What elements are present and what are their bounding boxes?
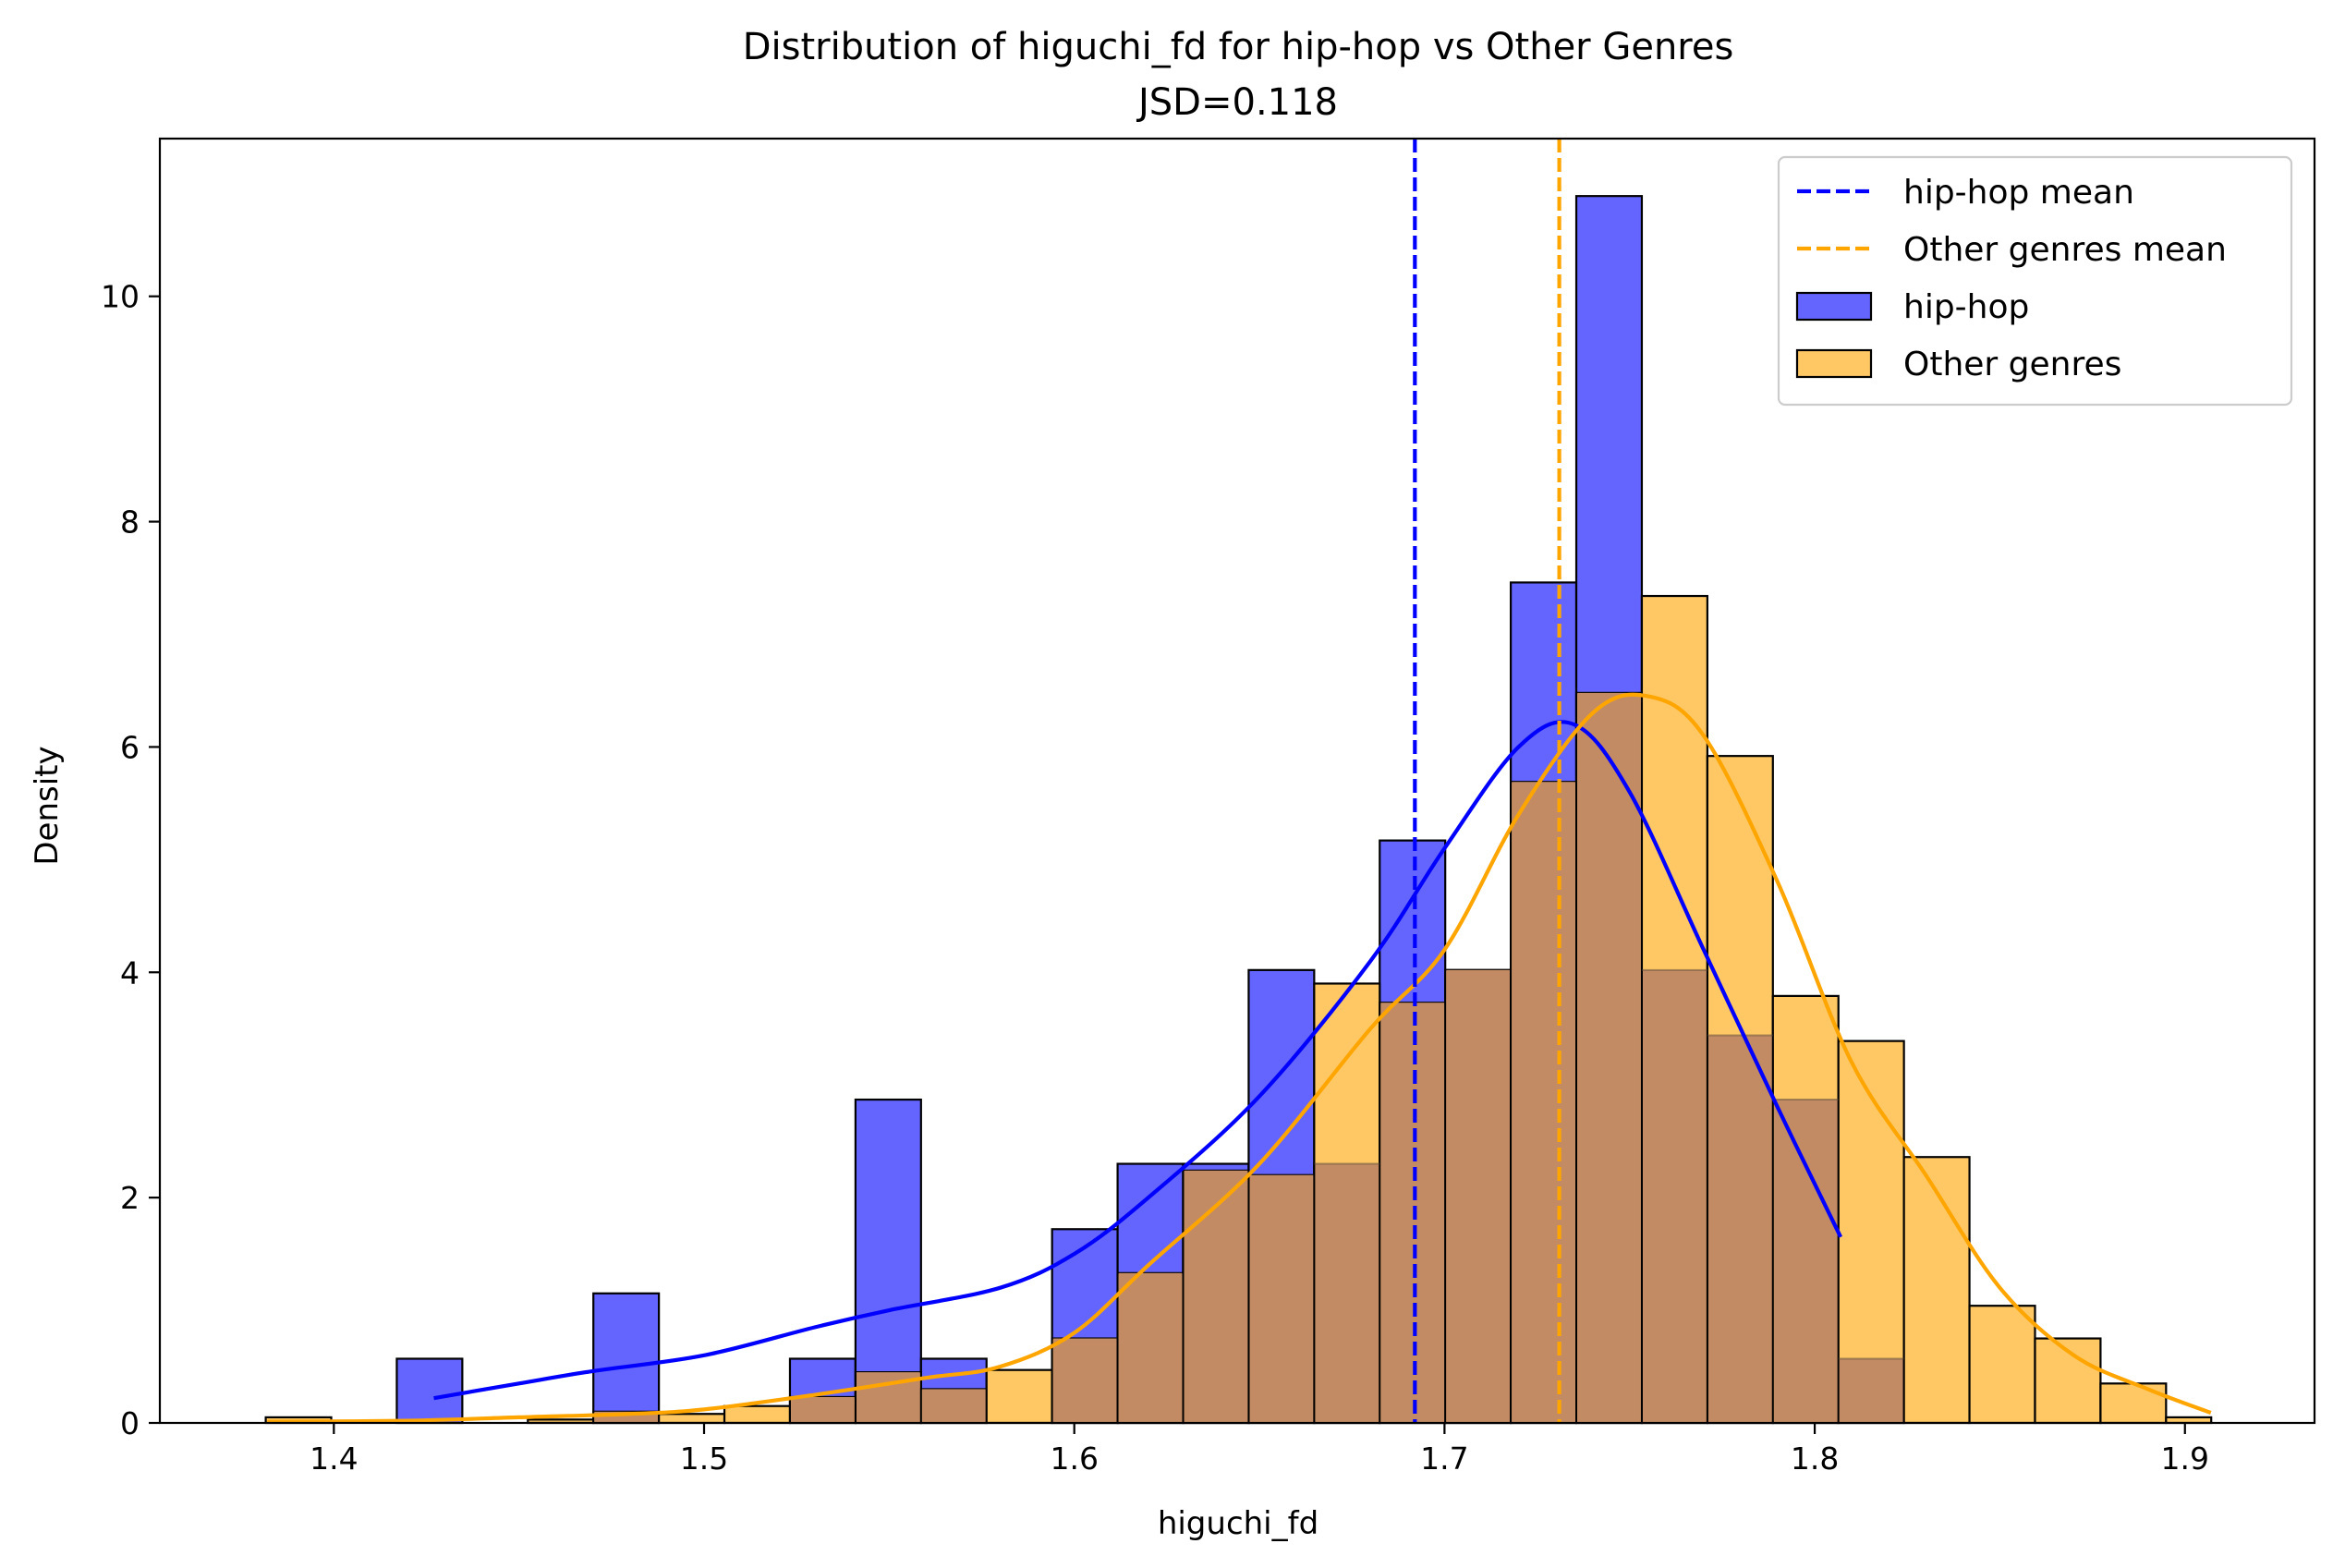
y-tick-label-4: 8 [120, 504, 140, 541]
chart-title: Distribution of higuchi_fd for hip-hop v… [743, 26, 1734, 68]
x-tick-label-1: 1.5 [680, 1440, 728, 1477]
x-tick-label-4: 1.8 [1791, 1440, 1839, 1477]
legend-label-other: Other genres [1903, 346, 2121, 383]
x-axis-label: higuchi_fd [1158, 1505, 1318, 1542]
legend-frame [1777, 155, 2293, 407]
chart-subtitle: JSD=0.118 [1136, 81, 1338, 124]
legend-label-hiphop: hip-hop [1903, 288, 2029, 326]
overlap-bar-14 [1184, 1170, 1248, 1422]
y-axis-label: Density [29, 746, 66, 865]
other-bar-26 [1968, 1305, 2036, 1425]
overlap-bar-22 [1707, 1035, 1772, 1422]
y-tick-label-0: 0 [120, 1405, 140, 1441]
overlap-bar-5 [594, 1411, 659, 1422]
legend-hiphop-swatch [1795, 291, 1873, 322]
overlap-bar-23 [1773, 1100, 1838, 1422]
legend-label-other-mean: Other genres mean [1903, 231, 2227, 269]
overlap-bar-20 [1577, 692, 1641, 1422]
x-tick-label-5: 1.9 [2161, 1440, 2209, 1477]
overlap-bar-8 [791, 1396, 855, 1422]
overlap-bar-17 [1380, 1003, 1445, 1422]
overlap-bar-21 [1643, 969, 1707, 1422]
overlap-bar-16 [1315, 1163, 1379, 1422]
hiphop-bar-5 [592, 1292, 661, 1425]
overlap-bar-12 [1052, 1338, 1117, 1422]
overlap-bar-19 [1512, 782, 1575, 1422]
other-bar-25 [1902, 1156, 1971, 1425]
x-tick-label-3: 1.7 [1420, 1440, 1468, 1477]
overlap-bar-15 [1249, 1174, 1314, 1422]
plot-frame [158, 137, 2316, 1425]
y-tick-label-2: 4 [120, 954, 140, 991]
hiphop-bar-2 [395, 1357, 464, 1425]
overlap-bar-24 [1839, 1358, 1903, 1422]
x-tick-label-0: 1.4 [310, 1440, 358, 1477]
legend-label-hiphop-mean: hip-hop mean [1903, 174, 2134, 212]
y-tick-label-3: 6 [120, 729, 140, 765]
legend-other-swatch [1795, 348, 1873, 379]
y-tick-label-5: 10 [101, 279, 140, 315]
plot-area: 1.4 1.5 1.6 1.7 1.8 1.9 0 2 4 6 8 10 [101, 137, 2316, 1477]
overlap-bar-18 [1446, 969, 1511, 1422]
overlap-bar-10 [921, 1389, 986, 1422]
other-bar-11 [985, 1368, 1053, 1425]
legend: hip-hop mean Other genres mean hip-hop O… [1777, 155, 2293, 407]
other-bar-7 [723, 1404, 792, 1425]
x-tick-label-2: 1.6 [1050, 1440, 1098, 1477]
overlap-bar-13 [1118, 1272, 1183, 1422]
other-bar-28 [2099, 1382, 2168, 1425]
y-tick-label-1: 2 [120, 1180, 140, 1216]
other-bar-6 [658, 1413, 726, 1425]
hiphop-kde-line [433, 720, 1843, 1401]
